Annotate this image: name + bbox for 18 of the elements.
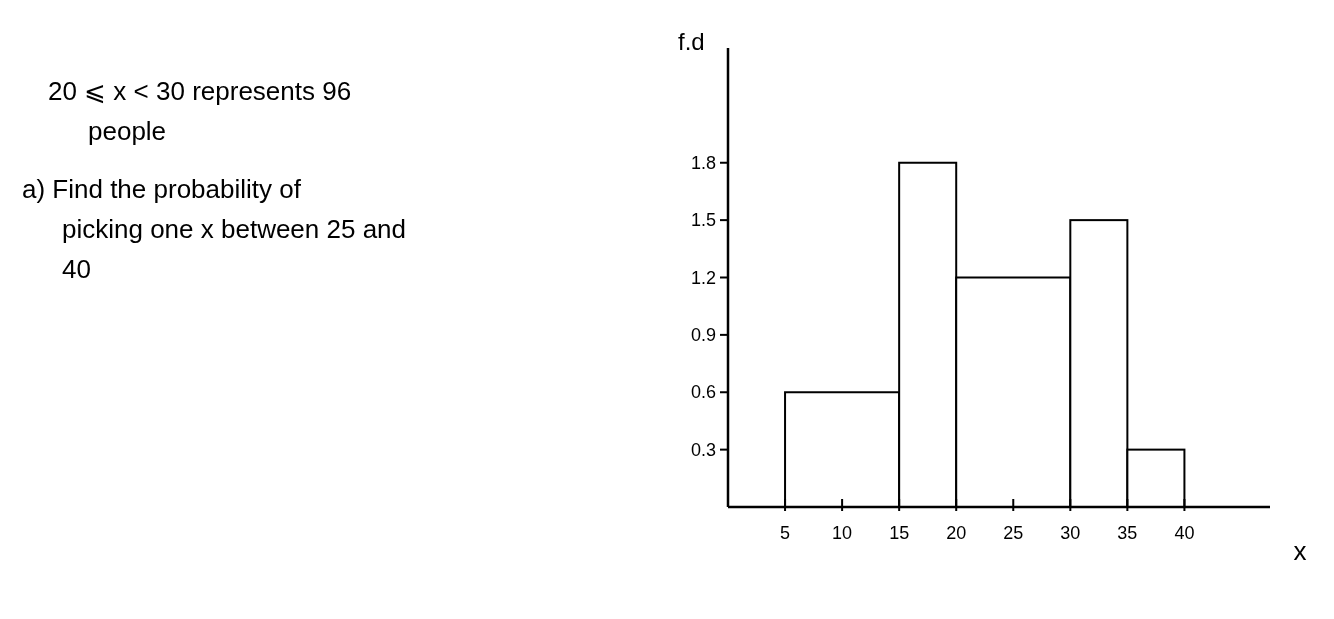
y-axis-title: f.d	[678, 28, 705, 55]
x-tick-label: 15	[889, 523, 910, 543]
y-tick-label: 0.6	[690, 382, 716, 403]
x-tick-label: 5	[780, 523, 791, 543]
y-tick-label: 0.9	[690, 324, 716, 345]
x-tick-label: 10	[832, 523, 853, 543]
y-tick-label: 1.5	[690, 210, 716, 231]
x-tick-label: 30	[1060, 523, 1081, 543]
x-tick-label: 40	[1174, 523, 1195, 543]
x-axis-title: x	[1293, 536, 1307, 566]
text: 20 ⩽ x < 30 represents 96 people	[48, 76, 352, 146]
text: a) Find the probability of picking one x between 25 and 40	[22, 174, 407, 284]
y-tick-label: 0.3	[690, 439, 716, 460]
x-tick-label: 20	[946, 523, 967, 543]
y-tick-label: 1.2	[690, 267, 716, 288]
x-tick-label: 35	[1117, 523, 1138, 543]
x-tick-label: 25	[1003, 523, 1024, 543]
y-tick-label: 1.8	[690, 152, 716, 173]
